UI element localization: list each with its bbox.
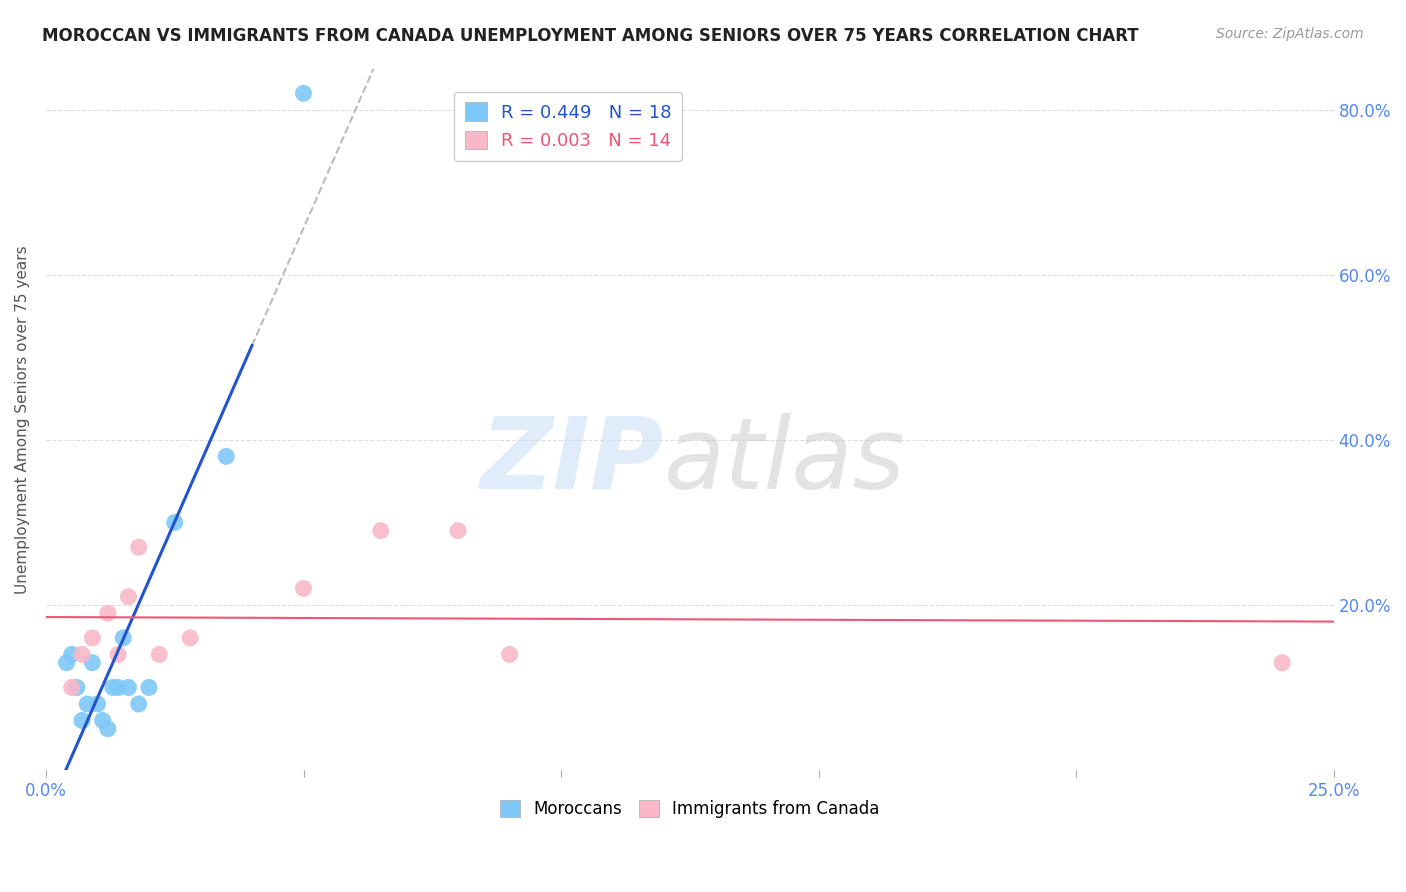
Point: [498, 648, 520, 662]
Point: [138, 681, 160, 695]
Point: [370, 524, 392, 538]
Point: [163, 516, 186, 530]
Point: [117, 590, 139, 604]
Point: [148, 648, 170, 662]
Point: [76, 697, 98, 711]
Point: [128, 697, 150, 711]
Point: [66, 681, 89, 695]
Point: [215, 450, 238, 464]
Y-axis label: Unemployment Among Seniors over 75 years: Unemployment Among Seniors over 75 years: [15, 245, 30, 593]
Point: [292, 87, 315, 101]
Text: atlas: atlas: [664, 413, 905, 510]
Point: [91, 714, 114, 728]
Point: [60, 681, 83, 695]
Point: [101, 681, 124, 695]
Point: [97, 722, 120, 736]
Point: [179, 631, 201, 645]
Text: MOROCCAN VS IMMIGRANTS FROM CANADA UNEMPLOYMENT AMONG SENIORS OVER 75 YEARS CORR: MOROCCAN VS IMMIGRANTS FROM CANADA UNEMP…: [42, 27, 1139, 45]
Text: ZIP: ZIP: [481, 413, 664, 510]
Point: [97, 606, 120, 620]
Point: [107, 648, 129, 662]
Point: [447, 524, 470, 538]
Point: [128, 540, 150, 554]
Point: [82, 631, 104, 645]
Point: [70, 648, 93, 662]
Point: [112, 631, 135, 645]
Point: [82, 656, 104, 670]
Point: [60, 648, 83, 662]
Point: [55, 656, 77, 670]
Point: [86, 697, 108, 711]
Point: [292, 582, 315, 596]
Point: [70, 714, 93, 728]
Text: Source: ZipAtlas.com: Source: ZipAtlas.com: [1216, 27, 1364, 41]
Point: [117, 681, 139, 695]
Point: [107, 681, 129, 695]
Legend: Moroccans, Immigrants from Canada: Moroccans, Immigrants from Canada: [494, 793, 886, 825]
Point: [1271, 656, 1294, 670]
